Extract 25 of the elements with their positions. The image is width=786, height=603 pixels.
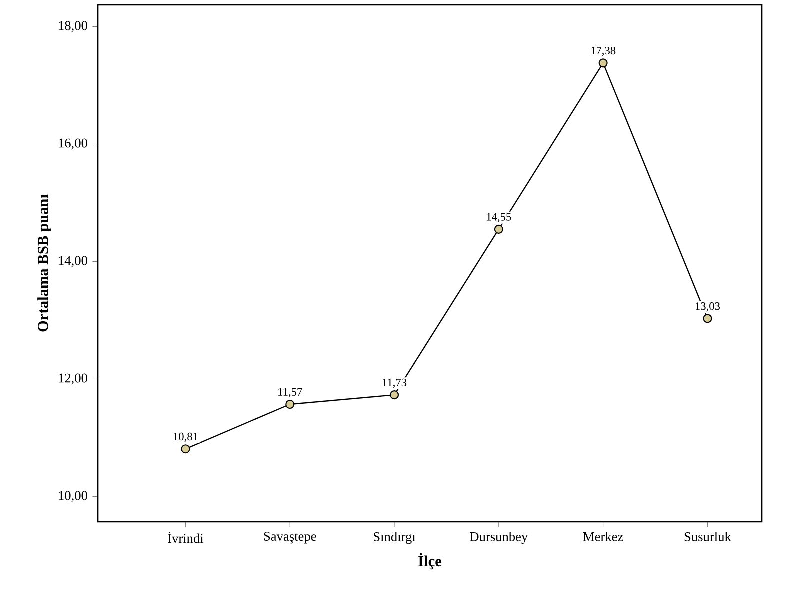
y-tick-label: 14,00 (59, 256, 88, 268)
data-label: 13,03 (696, 302, 720, 312)
x-tick-label: Dursunbey (470, 532, 528, 544)
data-label: 14,55 (487, 213, 512, 222)
data-label: 11,57 (278, 388, 302, 398)
data-label: 11,73 (382, 378, 407, 388)
point (181, 444, 190, 454)
y-tick-label: 12,00 (59, 374, 88, 385)
y-tick-label: 16,00 (59, 138, 88, 150)
x-tick-label: Merkez (583, 532, 624, 542)
x-tick-label: Susurluk (684, 532, 732, 542)
y-axis-title: Ortalama BSB puanı (38, 194, 52, 332)
y-tick-label: 18,00 (59, 21, 88, 32)
point (598, 58, 608, 68)
x-tick-label: Sındırgı (374, 532, 416, 544)
point (703, 314, 712, 324)
x-tick-label: Savaştepe (264, 532, 316, 544)
x-axis-title: İlçe (418, 553, 442, 570)
point (286, 400, 295, 410)
data-label: 17,38 (592, 46, 616, 56)
point (494, 224, 504, 234)
y-tick-label: 10,00 (59, 491, 88, 502)
data-label: 10,81 (174, 432, 198, 442)
x-tick-label: İvrindi (168, 532, 204, 544)
point (390, 390, 400, 400)
